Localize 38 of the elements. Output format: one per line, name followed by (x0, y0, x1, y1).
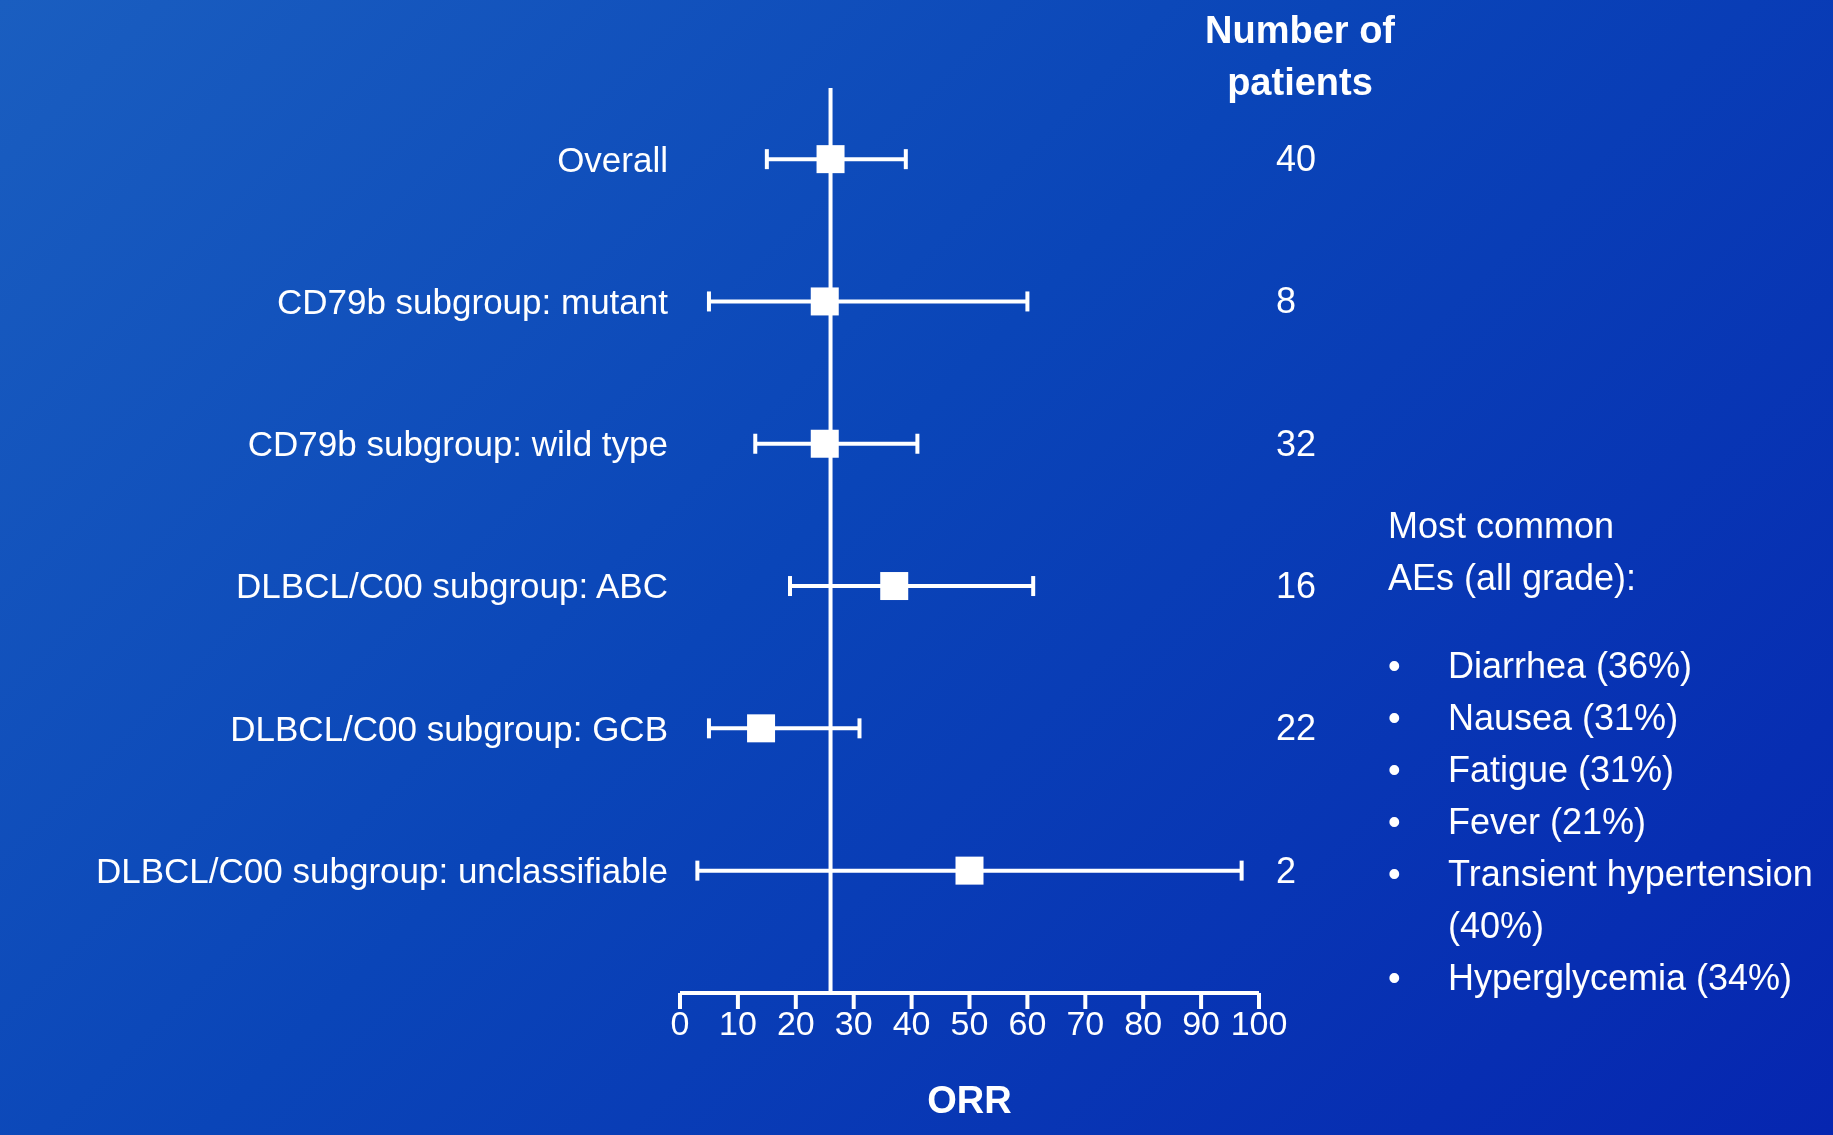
text: • Hyperglycemia (34%) (1388, 957, 1793, 998)
y-tick-label: DLBCL/C00 subgroup: GCB (230, 708, 668, 748)
point (810, 429, 839, 458)
text: • Fever (21%) (1388, 801, 1647, 842)
point (955, 856, 984, 885)
text: 16 (1276, 565, 1317, 607)
text: Most common AEs (all grade): (1388, 504, 1638, 600)
point (816, 145, 845, 174)
x-axis-title: ORR (927, 1079, 1012, 1121)
x-tick-label: 20 (776, 1004, 815, 1043)
text: • Transient hypertension (40%) (1388, 853, 1813, 946)
y-tick-label: DLBCL/C00 subgroup: unclassifiable (96, 851, 668, 891)
point (880, 572, 909, 601)
point (747, 714, 776, 743)
x-tick-label: 80 (1124, 1004, 1163, 1043)
y-tick-label: Overall (557, 139, 668, 179)
text: 8 (1276, 279, 1298, 324)
text: 2 (1276, 849, 1297, 891)
text: 32 (1276, 421, 1318, 466)
text: • Fatigue (31%) (1388, 749, 1675, 790)
point (810, 287, 839, 316)
x-tick-label: 60 (1008, 1004, 1047, 1043)
y-tick-label: CD79b subgroup: wild type (247, 424, 668, 464)
y-tick-label: CD79b subgroup: mutant (276, 281, 669, 321)
x-tick-label: 50 (950, 1004, 989, 1043)
x-tick-label: 0 (670, 1004, 690, 1043)
x-tick-label: 40 (892, 1004, 931, 1043)
text: 40 (1276, 137, 1318, 182)
x-tick-label: 10 (718, 1004, 757, 1043)
text: • Diarrhea (36%) (1388, 645, 1693, 686)
y-tick-label: DLBCL/C00 subgroup: ABC (236, 566, 668, 606)
x-tick-label: 70 (1066, 1004, 1105, 1043)
annotation: Number of patients (1204, 8, 1396, 105)
text: • Nausea (31%) (1388, 697, 1679, 738)
x-tick-label: 100 (1230, 1004, 1288, 1043)
x-tick-label: 90 (1182, 1004, 1221, 1043)
x-tick-label: 30 (834, 1004, 873, 1043)
text: 22 (1276, 707, 1317, 749)
